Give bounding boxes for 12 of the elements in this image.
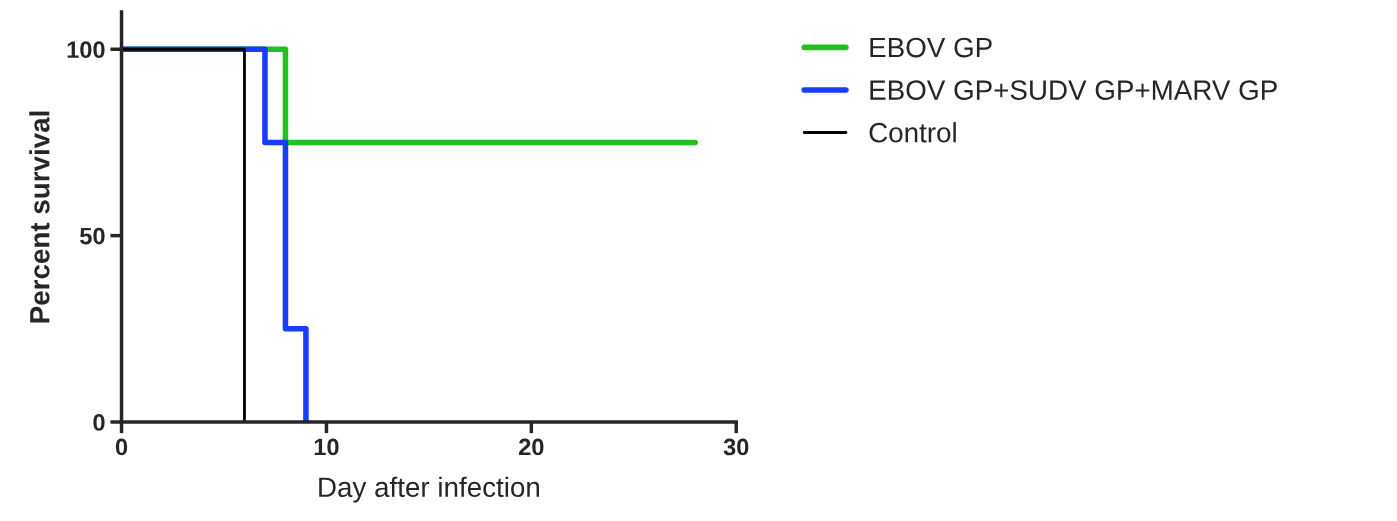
x-tick-label: 30: [723, 438, 749, 456]
x-tick-label: 0: [115, 438, 128, 456]
x-axis-title: Day after infection: [319, 476, 540, 503]
legend-label: EBOV GP+SUDV GP+MARV GP: [870, 80, 1277, 100]
y-tick-label: 0: [93, 414, 105, 431]
y-axis-title: Percent survival: [29, 111, 50, 323]
x-tick-label: 20: [519, 438, 544, 456]
legend-label: Control: [869, 122, 956, 143]
legend-label: EBOV GP: [870, 37, 992, 58]
y-tick-label: 100: [67, 41, 105, 59]
x-tick-label: 10: [314, 438, 339, 456]
y-tick-label: 50: [80, 227, 105, 245]
